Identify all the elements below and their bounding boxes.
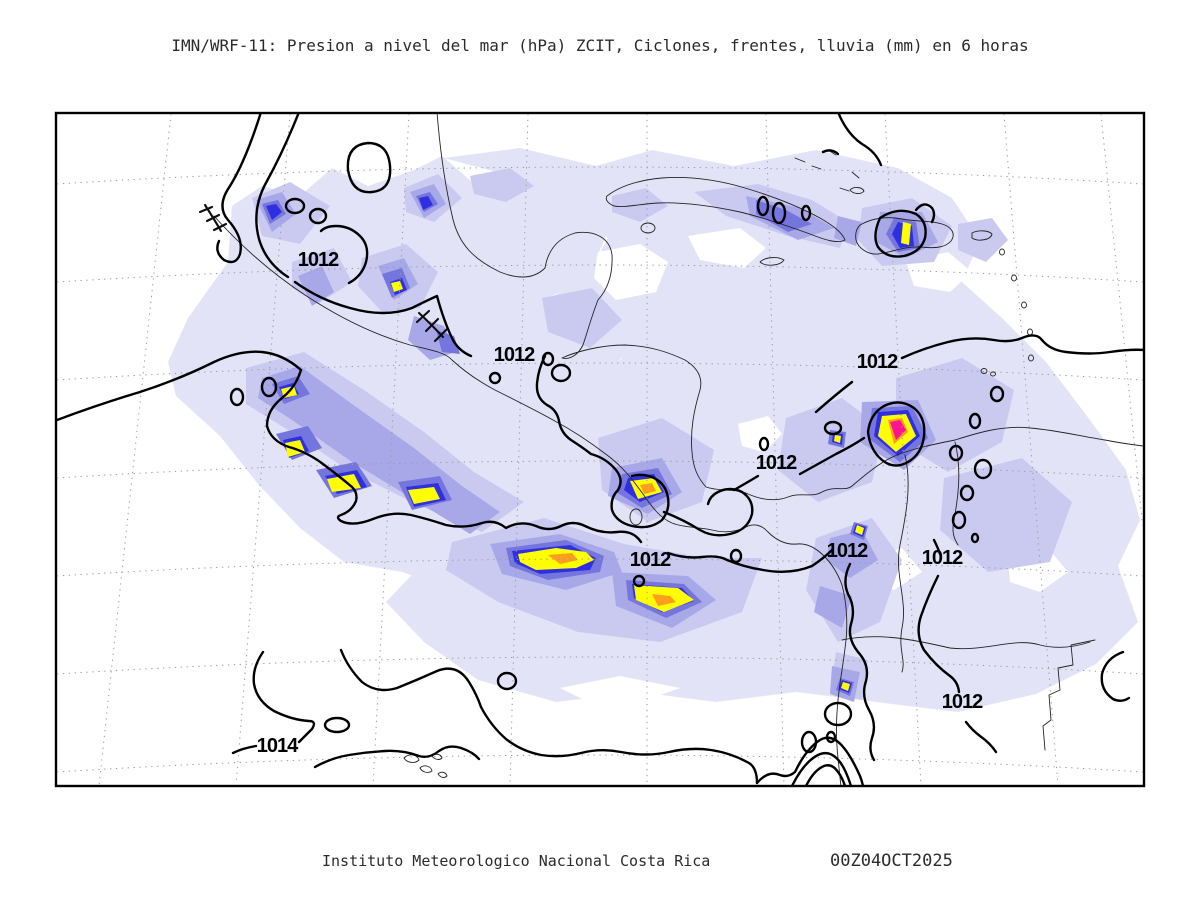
chart-title: IMN/WRF-11: Presion a nivel del mar (hPa…	[171, 36, 1029, 55]
contour-label: 1012	[630, 549, 671, 571]
front-symbol-guatemala	[415, 309, 449, 343]
contour-label: 1012	[756, 452, 797, 474]
contour-label: 1012	[942, 691, 983, 713]
front-symbols	[198, 203, 449, 343]
contour-labels: 1012 1012 1012 1012 1012 1012 1012 1012 …	[257, 249, 984, 757]
contour-label: 1012	[922, 547, 963, 569]
datetime-label: 00Z04OCT2025	[830, 851, 953, 871]
graticule	[57, 114, 1143, 785]
contour-label: 1012	[827, 540, 868, 562]
contour-label: 1012	[298, 249, 339, 271]
contour-label: 1014	[257, 735, 299, 757]
contour-label: 1012	[857, 351, 898, 373]
front-symbol-mexico	[198, 203, 228, 233]
contour-label: 1012	[494, 344, 535, 366]
institution-label: Instituto Meteorologico Nacional Costa R…	[322, 852, 711, 870]
pressure-contours	[57, 114, 1143, 785]
